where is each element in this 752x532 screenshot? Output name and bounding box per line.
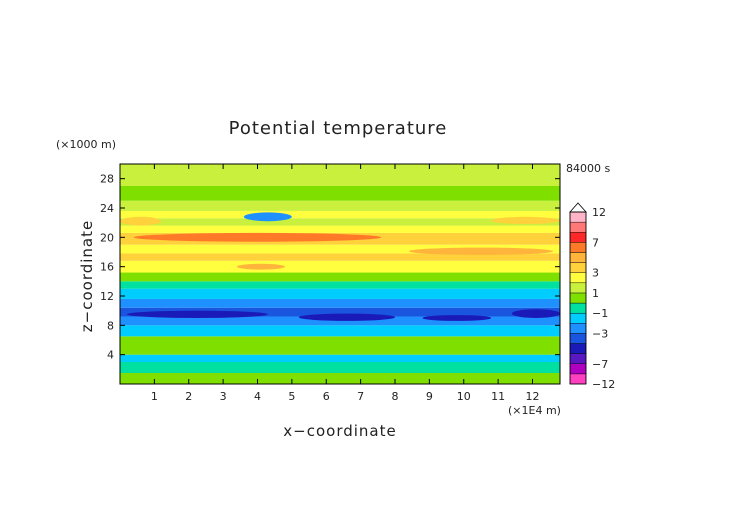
- contour-feature: [120, 216, 162, 226]
- colorbar-swatch: [569, 242, 587, 253]
- colorbar: 12 7 3 1 −1 −3 −7 −12: [569, 202, 615, 391]
- y-tick-label: 16: [100, 261, 114, 274]
- contour-layer: [120, 260, 560, 273]
- colorbar-swatch: [569, 333, 587, 344]
- colorbar-swatch: [569, 262, 587, 273]
- y-tick-label: 12: [100, 290, 114, 303]
- y-axis: 4 8 12 16 20 24 28: [100, 173, 560, 362]
- x-unit-label: (×1E4 m): [508, 404, 561, 417]
- colorbar-tick-label: −3: [592, 327, 608, 340]
- contour-layer: [120, 288, 560, 299]
- contour-feature: [408, 247, 554, 255]
- colorbar-swatch: [569, 211, 587, 223]
- contour-layer: [120, 244, 560, 254]
- contour-layer: [120, 200, 560, 211]
- contour-layer: [120, 218, 560, 226]
- x-tick-label: 6: [323, 390, 330, 403]
- x-axis-label: x−coordinate: [283, 422, 396, 440]
- contour-feature: [236, 263, 285, 270]
- contour-layer: [120, 272, 560, 282]
- contour-layer: [120, 210, 560, 219]
- colorbar-tick-label: 3: [592, 267, 599, 280]
- colorbar-swatch: [569, 323, 587, 334]
- y-axis-label: z−coordinate: [78, 220, 96, 332]
- contour-feature: [126, 310, 268, 319]
- x-axis: 1 2 3 4 5 6 7 8 9 10 11 12: [151, 164, 540, 403]
- contour-layer: [120, 164, 560, 186]
- contour-feature: [491, 216, 560, 225]
- colorbar-swatch: [569, 272, 587, 284]
- contour-layer: [120, 362, 560, 373]
- contour-layer: [120, 225, 560, 233]
- contour-layer: [120, 307, 560, 317]
- colorbar-swatch: [569, 343, 587, 354]
- contour-layer: [120, 325, 560, 337]
- contour-layer: [120, 336, 560, 355]
- time-label: 84000 s: [566, 162, 610, 175]
- contour-feature: [133, 232, 382, 242]
- contour-feature: [243, 212, 292, 222]
- contour-plot: [119, 163, 561, 385]
- contour-layer: [120, 298, 560, 308]
- contour-layer: [120, 316, 560, 326]
- colorbar-extend-arrow: [569, 202, 587, 213]
- colorbar-swatch: [569, 232, 587, 243]
- x-tick-label: 5: [288, 390, 295, 403]
- y-tick-label: 20: [100, 231, 114, 244]
- y-tick-label: 4: [107, 349, 114, 362]
- y-tick-label: 8: [107, 319, 114, 332]
- colorbar-tick-label: −12: [592, 378, 615, 391]
- colorbar-tick-label: 12: [592, 206, 606, 219]
- contour-layer: [120, 186, 560, 201]
- colorbar-swatch: [569, 302, 587, 314]
- colorbar-swatch: [569, 252, 587, 263]
- contour-layer: [120, 281, 560, 289]
- x-tick-label: 4: [254, 390, 261, 403]
- x-tick-label: 2: [185, 390, 192, 403]
- colorbar-swatch: [569, 353, 587, 364]
- contour-layer: [120, 373, 560, 384]
- x-tick-label: 1: [151, 390, 158, 403]
- colorbar-tick-label: 1: [592, 287, 599, 300]
- colorbar-swatch: [569, 363, 587, 375]
- colorbar-swatch: [569, 282, 587, 294]
- colorbar-swatch: [569, 292, 587, 304]
- y-unit-label: (×1000 m): [56, 138, 116, 151]
- colorbar-swatch: [569, 312, 587, 324]
- x-tick-label: 12: [526, 390, 540, 403]
- contour-feature: [298, 313, 395, 321]
- plot-frame: [119, 163, 561, 385]
- contour-feature: [511, 309, 560, 318]
- contour-layer: [120, 253, 560, 261]
- y-tick-label: 28: [100, 173, 114, 186]
- x-tick-label: 7: [357, 390, 364, 403]
- colorbar-tick-label: 7: [592, 236, 599, 249]
- colorbar-swatch: [569, 221, 587, 233]
- colorbar-frame: [569, 211, 587, 385]
- x-tick-label: 11: [491, 390, 505, 403]
- colorbar-tick-label: −7: [592, 358, 608, 371]
- colorbar-tick-label: −1: [592, 307, 608, 320]
- colorbar-swatch: [569, 373, 587, 385]
- x-tick-label: 3: [220, 390, 227, 403]
- x-tick-label: 8: [392, 390, 399, 403]
- x-tick-label: 9: [426, 390, 433, 403]
- contour-layer: [120, 354, 560, 362]
- x-tick-label: 10: [457, 390, 471, 403]
- chart-title: Potential temperature: [229, 118, 448, 139]
- y-tick-label: 24: [100, 202, 114, 215]
- contour-feature: [422, 315, 492, 321]
